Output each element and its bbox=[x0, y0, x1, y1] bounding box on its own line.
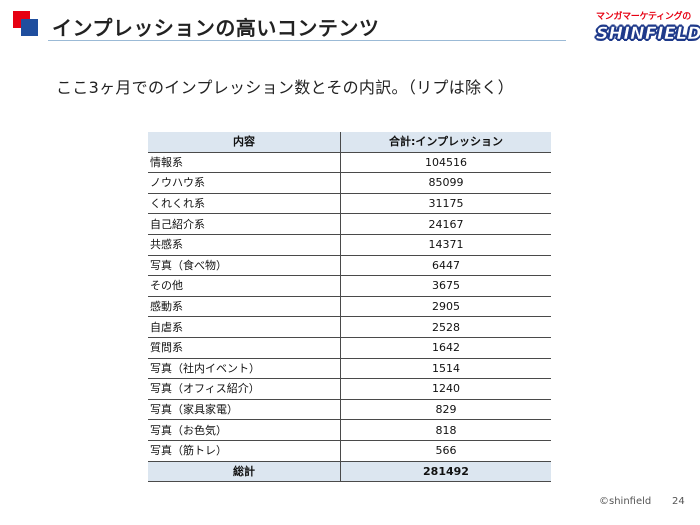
table-row: 写真（オフィス紹介） 1240 bbox=[148, 378, 551, 400]
row-label: 共感系 bbox=[148, 234, 341, 256]
row-value: 2905 bbox=[340, 296, 551, 318]
table-row: 自虐系 2528 bbox=[148, 316, 551, 338]
table-total-row: 総計 281492 bbox=[148, 461, 551, 483]
row-value: 829 bbox=[340, 399, 551, 421]
table-row: 写真（食べ物） 6447 bbox=[148, 255, 551, 277]
logo-brand: SHINFIELD bbox=[596, 24, 700, 45]
row-label: 質問系 bbox=[148, 337, 341, 359]
impressions-table: 内容 合計:インプレッション 情報系 104516 ノウハウ系 85099 くれくれ系 3… bbox=[148, 132, 551, 483]
row-value: 85099 bbox=[340, 172, 551, 194]
logo-tagline: マンガマーケティングの bbox=[596, 12, 691, 22]
row-value: 818 bbox=[340, 419, 551, 441]
table-row: ノウハウ系 85099 bbox=[148, 172, 551, 194]
title-underline bbox=[48, 40, 566, 41]
row-label: ノウハウ系 bbox=[148, 172, 341, 194]
total-label: 総計 bbox=[148, 461, 341, 483]
row-label: 写真（お色気） bbox=[148, 419, 341, 441]
row-value: 6447 bbox=[340, 255, 551, 277]
table-row: 写真（社内イベント） 1514 bbox=[148, 358, 551, 380]
row-value: 104516 bbox=[340, 152, 551, 174]
row-label: 自己紹介系 bbox=[148, 213, 341, 235]
row-label: 写真（オフィス紹介） bbox=[148, 378, 341, 400]
subtitle: ここ3ヶ月でのインプレッション数とその内訳。（リプは除く） bbox=[56, 78, 514, 97]
table-row: 感動系 2905 bbox=[148, 296, 551, 318]
row-label: 感動系 bbox=[148, 296, 341, 318]
table-row: 共感系 14371 bbox=[148, 234, 551, 256]
table-row: 質問系 1642 bbox=[148, 337, 551, 359]
row-label: 写真（社内イベント） bbox=[148, 358, 341, 380]
row-value: 566 bbox=[340, 440, 551, 462]
row-value: 24167 bbox=[340, 213, 551, 235]
row-value: 3675 bbox=[340, 275, 551, 297]
table-row: 写真（お色気） 818 bbox=[148, 419, 551, 441]
column-header-impressions: 合計:インプレッション bbox=[340, 132, 551, 153]
row-value: 1514 bbox=[340, 358, 551, 380]
row-value: 31175 bbox=[340, 193, 551, 215]
table-row: 自己紹介系 24167 bbox=[148, 213, 551, 235]
row-value: 2528 bbox=[340, 316, 551, 338]
table-row: 情報系 104516 bbox=[148, 152, 551, 174]
table-row: 写真（筋トレ） 566 bbox=[148, 440, 551, 462]
total-value: 281492 bbox=[340, 461, 551, 483]
shinfield-logo: マンガマーケティングの SHINFIELD bbox=[596, 12, 700, 48]
blue-square-decoration bbox=[21, 19, 38, 36]
row-label: 写真（筋トレ） bbox=[148, 440, 341, 462]
row-label: 自虐系 bbox=[148, 316, 341, 338]
row-value: 1642 bbox=[340, 337, 551, 359]
row-label: くれくれ系 bbox=[148, 193, 341, 215]
copyright: ©shinfield bbox=[599, 496, 652, 507]
column-header-content: 内容 bbox=[148, 132, 341, 153]
table-body: 情報系 104516 ノウハウ系 85099 くれくれ系 31175 自己紹介系 24167 共… bbox=[148, 152, 551, 462]
table-row: くれくれ系 31175 bbox=[148, 193, 551, 215]
row-value: 14371 bbox=[340, 234, 551, 256]
row-label: その他 bbox=[148, 275, 341, 297]
page-number: 24 bbox=[672, 496, 685, 507]
row-value: 1240 bbox=[340, 378, 551, 400]
table-row: 写真（家具家電） 829 bbox=[148, 399, 551, 421]
row-label: 写真（食べ物） bbox=[148, 255, 341, 277]
row-label: 写真（家具家電） bbox=[148, 399, 341, 421]
table-row: その他 3675 bbox=[148, 275, 551, 297]
row-label: 情報系 bbox=[148, 152, 341, 174]
page-title: インプレッションの高いコンテンツ bbox=[52, 16, 380, 40]
table-header-row: 内容 合計:インプレッション bbox=[148, 132, 551, 153]
